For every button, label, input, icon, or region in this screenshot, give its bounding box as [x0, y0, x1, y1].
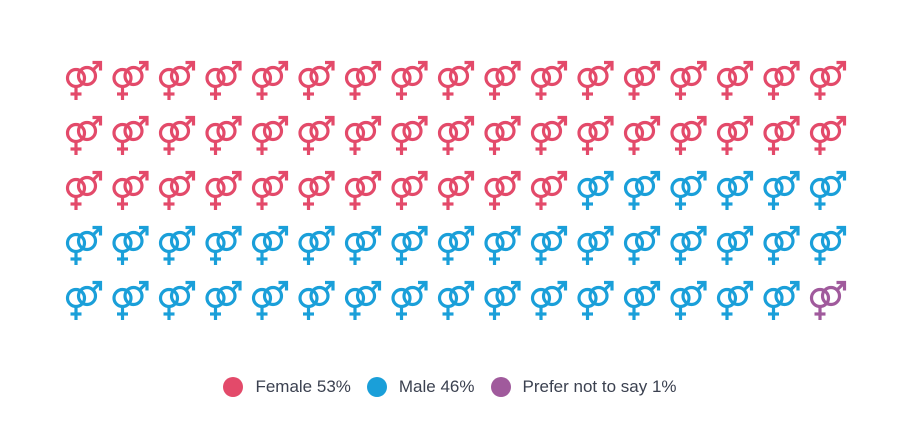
- gender-symbol-icon-male: [577, 225, 614, 265]
- legend-dot-male: [366, 377, 387, 397]
- gender-symbol-icon-female: [484, 115, 521, 155]
- gender-symbol-icon-female: [298, 60, 335, 100]
- gender-symbol-icon-female: [530, 170, 568, 210]
- gender-symbol-icon-male: [577, 170, 614, 210]
- legend-label-male: Male 46%: [398, 377, 475, 396]
- gender-symbol-icon-male: [391, 280, 428, 320]
- gender-symbol-icon-male: [623, 280, 661, 320]
- gender-symbol-icon-female: [158, 60, 196, 100]
- gender-symbol-icon-female: [298, 170, 335, 210]
- gender-symbol-icon-female: [65, 115, 103, 155]
- gender-symbol-icon-female: [577, 60, 614, 100]
- gender-symbol-icon-female: [530, 60, 568, 100]
- gender-symbol-icon-female: [112, 170, 149, 210]
- legend-dot-prefer-not-to-say: [490, 377, 511, 397]
- legend-dot-female: [223, 377, 244, 397]
- legend-item-prefer-not-to-say: Prefer not to say 1%: [490, 377, 677, 397]
- gender-symbol-icon-male: [65, 225, 103, 265]
- gender-symbol-icon-female: [437, 60, 475, 100]
- gender-symbol-icon-male: [158, 225, 196, 265]
- gender-symbol-icon-male: [716, 170, 754, 210]
- gender-symbol-icon-prefer-not-to-say: [809, 280, 847, 320]
- gender-symbol-icon-female: [809, 60, 847, 100]
- legend-item-male: Male 46%: [366, 377, 475, 397]
- gender-symbol-icon-male: [577, 280, 614, 320]
- gender-symbol-icon-female: [112, 115, 149, 155]
- gender-symbol-icon-female: [484, 60, 521, 100]
- gender-symbol-icon-female: [670, 60, 707, 100]
- gender-symbol-icon-male: [716, 225, 754, 265]
- gender-symbol-icon-female: [158, 115, 196, 155]
- gender-symbol-icon-female: [484, 170, 521, 210]
- gender-symbol-icon-male: [344, 225, 382, 265]
- legend-label-prefer-not-to-say: Prefer not to say 1%: [522, 377, 677, 396]
- gender-symbol-icon-female: [65, 170, 103, 210]
- gender-symbol-icon-male: [670, 280, 707, 320]
- gender-symbol-icon-female: [763, 60, 800, 100]
- gender-symbol-icon-female: [298, 115, 335, 155]
- gender-symbol-icon-female: [65, 60, 103, 100]
- gender-symbol-icon-male: [530, 280, 568, 320]
- gender-symbol-icon-male: [112, 225, 149, 265]
- gender-symbol-icon-male: [763, 225, 800, 265]
- gender-symbol-icon-male: [65, 280, 103, 320]
- gender-symbol-icon-male: [763, 280, 800, 320]
- gender-symbol-icon-male: [437, 280, 475, 320]
- gender-symbol-icon-male: [205, 280, 242, 320]
- gender-symbol-icon-male: [530, 225, 568, 265]
- gender-symbol-icon-male: [809, 225, 847, 265]
- gender-symbol-icon-male: [251, 280, 289, 320]
- gender-symbol-icon-male: [298, 280, 335, 320]
- gender-symbol-icon-female: [344, 60, 382, 100]
- gender-symbol-icon-female: [391, 60, 428, 100]
- gender-symbol-icon-male: [391, 225, 428, 265]
- gender-symbol-icon-male: [763, 170, 800, 210]
- gender-symbol-icon-female: [670, 115, 707, 155]
- gender-symbol-icon-female: [251, 170, 289, 210]
- gender-symbol-icon-female: [251, 115, 289, 155]
- gender-symbol-icon-female: [437, 115, 475, 155]
- gender-symbol-icon-male: [623, 170, 661, 210]
- gender-symbol-icon-female: [158, 170, 196, 210]
- gender-symbol-icon-female: [716, 60, 754, 100]
- gender-symbol-icon-male: [158, 280, 196, 320]
- gender-symbol-icon-male: [205, 225, 242, 265]
- legend-item-female: Female 53%: [223, 377, 351, 397]
- gender-symbol-icon-female: [623, 60, 661, 100]
- legend: Female 53% Male 46% Prefer not to say 1%: [0, 372, 900, 402]
- gender-symbol-icon-female: [809, 115, 847, 155]
- gender-symbol-icon-female: [716, 115, 754, 155]
- gender-symbol-icon-male: [298, 225, 335, 265]
- legend-label-female: Female 53%: [255, 377, 351, 396]
- gender-symbol-icon-female: [205, 60, 242, 100]
- gender-symbol-icon-male: [251, 225, 289, 265]
- gender-symbol-icon-female: [205, 170, 242, 210]
- gender-symbol-icon-female: [763, 115, 800, 155]
- gender-symbol-icon-female: [344, 170, 382, 210]
- gender-symbol-icon-female: [205, 115, 242, 155]
- gender-symbol-icon-male: [484, 280, 521, 320]
- gender-symbol-icon-female: [577, 115, 614, 155]
- gender-symbol-icon-male: [809, 170, 847, 210]
- gender-symbol-icon-male: [112, 280, 149, 320]
- gender-symbol-icon-male: [437, 225, 475, 265]
- gender-symbol-icon-male: [623, 225, 661, 265]
- gender-symbol-icon-male: [344, 280, 382, 320]
- gender-symbol-icon-female: [391, 115, 428, 155]
- gender-symbol-icon-female: [391, 170, 428, 210]
- gender-symbol-icon-male: [670, 225, 707, 265]
- gender-symbol-icon-female: [344, 115, 382, 155]
- gender-symbol-icon-female: [112, 60, 149, 100]
- gender-symbol-icon-female: [623, 115, 661, 155]
- gender-symbol-icon-female: [437, 170, 475, 210]
- gender-symbol-icon-male: [484, 225, 521, 265]
- gender-symbol-icon-male: [716, 280, 754, 320]
- gender-symbol-icon-female: [530, 115, 568, 155]
- gender-symbol-icon-female: [251, 60, 289, 100]
- gender-symbol-icon-male: [670, 170, 707, 210]
- pictogram-chart: [65, 60, 847, 320]
